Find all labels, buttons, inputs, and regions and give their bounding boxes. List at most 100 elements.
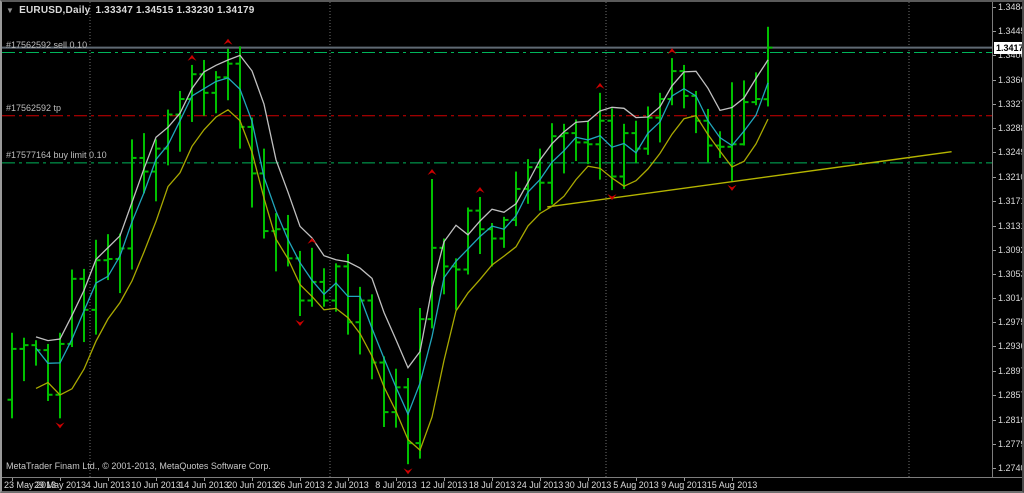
date-label: 5 Aug 2013 bbox=[613, 480, 659, 490]
date-tick bbox=[732, 478, 733, 481]
ma-low-line bbox=[35, 108, 769, 452]
date-label: 23 May 2013 bbox=[4, 480, 57, 490]
price-label: 1.33270 bbox=[998, 98, 1022, 109]
date-label: 20 Jun 2013 bbox=[227, 480, 277, 490]
price-label: 1.34840 bbox=[998, 1, 1022, 12]
price-label: 1.28570 bbox=[998, 390, 1022, 401]
fractal-up-icon bbox=[475, 186, 485, 193]
date-tick bbox=[60, 478, 61, 481]
date-tick bbox=[204, 478, 205, 481]
price-tick bbox=[993, 200, 996, 202]
price-label: 1.30920 bbox=[998, 244, 1022, 255]
price-label: 1.32490 bbox=[998, 147, 1022, 158]
date-label: 26 Jun 2013 bbox=[275, 480, 325, 490]
ma-close-line bbox=[35, 77, 769, 416]
date-label: 24 Jul 2013 bbox=[516, 480, 564, 490]
price-tick bbox=[993, 419, 996, 421]
price-tick bbox=[993, 128, 996, 130]
copyright-text: MetaTrader Finam Ltd., © 2001-2013, Meta… bbox=[6, 461, 271, 471]
chart-canvas[interactable] bbox=[2, 2, 992, 477]
date-tick bbox=[396, 478, 397, 481]
price-tick bbox=[993, 443, 996, 445]
price-tick bbox=[993, 346, 996, 348]
current-price-tag: 1.34179 bbox=[994, 41, 1022, 54]
price-label: 1.31710 bbox=[998, 195, 1022, 206]
chart-title: ▼ EURUSD,Daily 1.33347 1.34515 1.33230 1… bbox=[6, 5, 255, 16]
price-label: 1.27400 bbox=[998, 462, 1022, 473]
date-label: 14 Jun 2013 bbox=[179, 480, 229, 490]
price-label: 1.28180 bbox=[998, 414, 1022, 425]
order-label-tp: #17562592 tp bbox=[6, 102, 62, 113]
date-label: 10 Jun 2013 bbox=[131, 480, 181, 490]
fractal-up-icon bbox=[427, 169, 437, 175]
price-tick bbox=[993, 322, 996, 324]
fractal-down-icon bbox=[295, 320, 305, 327]
price-axis[interactable]: 1.34840 1.34450 1.34060 1.33660 1.33270 1.328… bbox=[992, 1, 1022, 477]
date-tick bbox=[252, 478, 253, 481]
price-label: 1.32100 bbox=[998, 171, 1022, 182]
price-tick bbox=[993, 225, 996, 227]
date-tick bbox=[12, 478, 13, 481]
date-label: 30 Jul 2013 bbox=[564, 480, 612, 490]
price-label: 1.32880 bbox=[998, 123, 1022, 134]
time-axis[interactable]: 23 May 2013 29 May 2013 4 Jun 2013 10 Jun 2… bbox=[2, 477, 1022, 491]
price-label: 1.33660 bbox=[998, 74, 1022, 85]
price-tick bbox=[993, 370, 996, 372]
price-tick bbox=[993, 273, 996, 275]
price-tick bbox=[993, 395, 996, 397]
price-label: 1.34450 bbox=[998, 25, 1022, 36]
price-tick bbox=[993, 176, 996, 178]
date-tick bbox=[300, 478, 301, 481]
date-label: 18 Jul 2013 bbox=[468, 480, 516, 490]
order-label-sell: #17562592 sell 0.10 bbox=[6, 39, 88, 50]
date-tick bbox=[444, 478, 445, 481]
date-tick bbox=[492, 478, 493, 481]
price-tick bbox=[993, 152, 996, 154]
date-tick bbox=[636, 478, 637, 481]
price-tick bbox=[993, 298, 996, 300]
date-tick bbox=[684, 478, 685, 481]
fractal-up-icon bbox=[667, 48, 677, 55]
trend-line[interactable] bbox=[547, 151, 952, 208]
date-label: 2 Jul 2013 bbox=[327, 480, 369, 490]
price-tick bbox=[993, 30, 996, 32]
fractal-down-icon bbox=[727, 184, 737, 191]
date-label: 15 Aug 2013 bbox=[706, 480, 758, 490]
price-tick bbox=[993, 103, 996, 105]
chart-plot-area[interactable]: ▼ EURUSD,Daily 1.33347 1.34515 1.33230 1… bbox=[2, 2, 992, 477]
price-tick bbox=[993, 55, 996, 56]
fractal-up-icon bbox=[187, 54, 197, 61]
fractal-up-icon bbox=[595, 82, 605, 89]
price-tick bbox=[993, 249, 996, 251]
price-tick bbox=[993, 467, 996, 469]
price-label: 1.30530 bbox=[998, 268, 1022, 279]
fractal-down-icon bbox=[403, 468, 413, 475]
date-label: 29 May 2013 bbox=[33, 480, 87, 490]
price-tick bbox=[993, 79, 996, 81]
symbol-period-label: EURUSD,Daily bbox=[19, 5, 91, 16]
date-label: 9 Aug 2013 bbox=[661, 480, 707, 490]
price-label: 1.29360 bbox=[998, 341, 1022, 352]
collapse-triangle-icon[interactable]: ▼ bbox=[6, 5, 15, 15]
fractal-up-icon bbox=[223, 38, 233, 45]
price-label: 1.31310 bbox=[998, 220, 1022, 231]
date-label: 12 Jul 2013 bbox=[420, 480, 468, 490]
date-tick bbox=[108, 478, 109, 481]
date-tick bbox=[156, 478, 157, 481]
price-label: 1.27790 bbox=[998, 438, 1022, 449]
order-label-buy-limit: #17577164 buy limit 0.10 bbox=[6, 149, 107, 160]
fractal-down-icon bbox=[607, 194, 617, 201]
price-label: 1.28970 bbox=[998, 365, 1022, 376]
date-label: 8 Jul 2013 bbox=[375, 480, 417, 490]
price-label: 1.34060 bbox=[998, 50, 1022, 60]
price-label: 1.30140 bbox=[998, 293, 1022, 304]
ohlc-values-label: 1.33347 1.34515 1.33230 1.34179 bbox=[95, 5, 255, 16]
date-label: 4 Jun 2013 bbox=[85, 480, 131, 490]
price-tick bbox=[993, 6, 996, 8]
date-tick bbox=[540, 478, 541, 481]
price-label: 1.29750 bbox=[998, 317, 1022, 328]
date-tick bbox=[588, 478, 589, 481]
fractal-up-icon bbox=[307, 237, 317, 244]
date-tick bbox=[348, 478, 349, 481]
